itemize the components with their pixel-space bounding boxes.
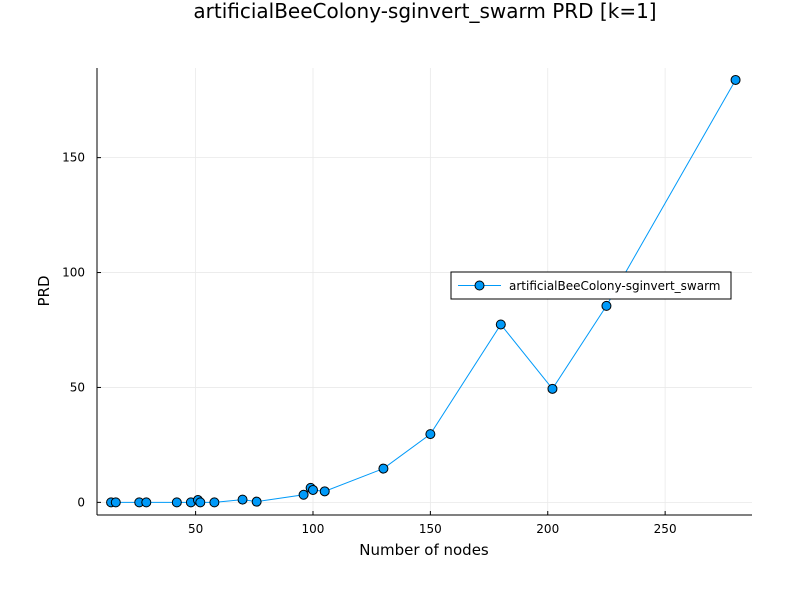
y-tick-label: 100 [62,266,85,280]
data-point [298,489,309,500]
axes [96,68,752,516]
data-point [141,497,152,508]
x-tick-label: 150 [419,522,442,536]
data-point [110,497,121,508]
data-point [171,497,182,508]
x-axis-label: Number of nodes [359,541,489,559]
series-group [106,74,741,508]
data-point [495,319,506,330]
y-tick-label: 0 [77,495,85,509]
legend-marker [474,280,485,291]
data-point [209,497,220,508]
tick-labels: 50 100 150 200 250 0 50 100 150 [62,151,676,536]
data-point [730,74,741,85]
legend: artificialBeeColony-sginvert_swarm [450,271,732,300]
y-tick-label: 50 [70,380,85,394]
data-point [425,429,436,440]
data-point [237,494,248,505]
x-tick-label: 200 [536,522,559,536]
data-point [547,383,558,394]
x-tick-label: 250 [654,522,677,536]
x-tick-label: 100 [302,522,325,536]
legend-entry-label: artificialBeeColony-sginvert_swarm [509,279,721,293]
y-tick-label: 150 [62,151,85,165]
data-point [378,463,389,474]
data-point [251,496,262,507]
data-point [307,484,318,495]
chart-title: artificialBeeColony-sginvert_swarm PRD [… [193,0,656,23]
data-point [319,486,330,497]
y-axis-label: PRD [35,275,53,306]
x-tick-label: 50 [188,522,203,536]
data-point [195,497,206,508]
data-point [601,300,612,311]
